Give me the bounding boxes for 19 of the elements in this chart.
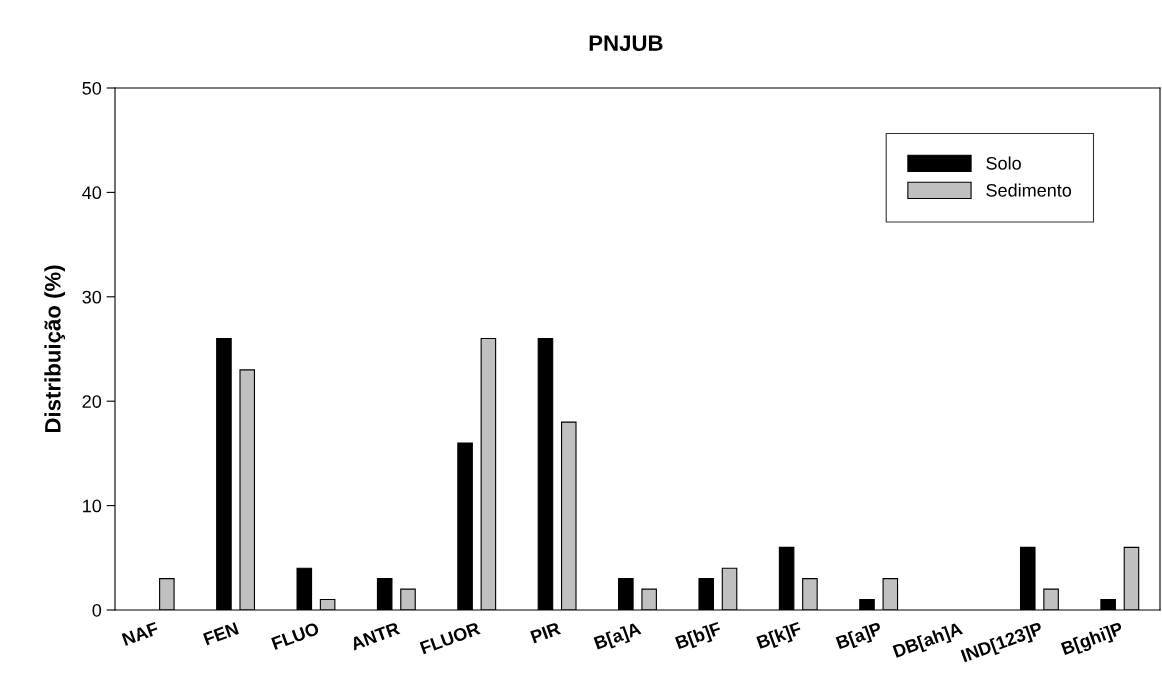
- y-tick-label: 50: [82, 81, 102, 95]
- x-tick-label: B[a]P: [835, 621, 884, 653]
- x-tick-label: FEN: [203, 622, 239, 646]
- x-tick-label: PIR: [530, 621, 562, 644]
- y-tick-label: 30: [82, 290, 102, 304]
- y-tick-label: 0: [92, 603, 102, 617]
- x-tick-label: B[a]A: [593, 621, 643, 653]
- x-tick-label: B[k]F: [756, 621, 804, 653]
- x-tick-label: B[b]F: [674, 621, 724, 653]
- x-tick-label: FLUO: [271, 621, 320, 650]
- chart-title: PNJUB: [589, 35, 663, 51]
- x-tick-label: NAF: [121, 621, 160, 646]
- y-tick-label: 10: [83, 499, 102, 513]
- legend-label: Solo: [986, 156, 1021, 170]
- y-tick-label: 20: [82, 395, 102, 408]
- y-axis-title: Distribuição (%): [44, 265, 66, 433]
- x-tick-label: ANTR: [349, 621, 401, 651]
- legend-label: Sedimento: [986, 183, 1072, 197]
- y-tick-label: 40: [82, 186, 102, 200]
